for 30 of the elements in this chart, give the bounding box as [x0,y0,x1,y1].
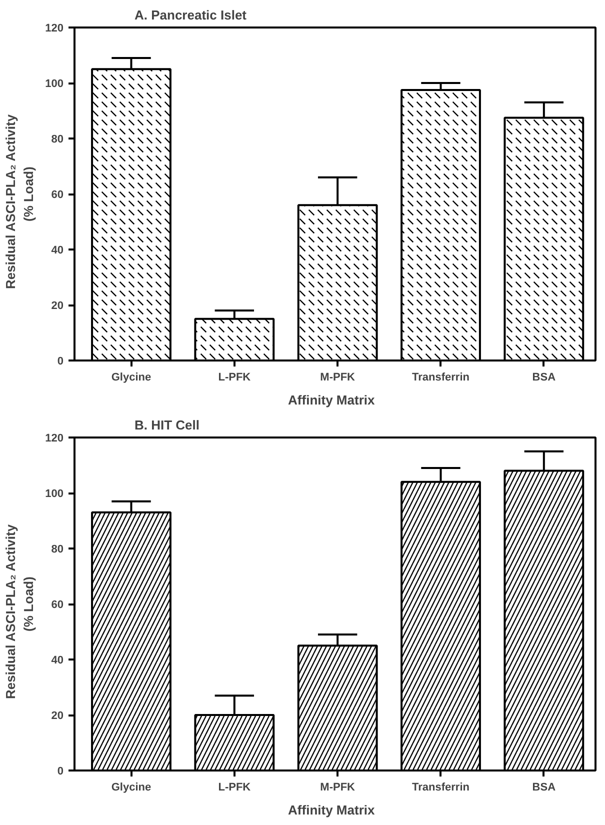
x-tick-label: M-PFK [320,372,356,384]
y-tick-label: 0 [57,356,64,368]
chart-title: B. HIT Cell [134,418,200,432]
x-tick-label: Transferrin [412,782,470,794]
y-tick-label: 60 [51,599,64,611]
y-axis-title: Residual ASCI-PLA₂ Activity (% Load) [3,114,36,289]
x-axis-title: Affinity Matrix [288,392,376,408]
y-tick-label: 40 [51,654,64,666]
y-tick-label: 20 [51,300,64,312]
x-tick-label: Glycine [111,372,152,384]
y-tick-label: 80 [51,134,64,146]
y-tick-label: 100 [45,488,64,500]
y-tick-label: 40 [51,244,64,256]
y-tick-label: 20 [51,710,64,722]
y-axis-title: Residual ASCI-PLA₂ Activity (% Load) [3,524,36,699]
chart-title: A. Pancreatic Islet [134,8,248,22]
y-tick-label: 120 [45,432,64,444]
x-tick-label: BSA [532,782,556,794]
x-tick-label: Glycine [111,782,152,794]
y-tick-label: 100 [45,78,64,90]
x-tick-label: M-PFK [320,782,356,794]
x-tick-label: Transferrin [412,372,470,384]
y-tick-label: 0 [57,766,64,778]
y-tick-label: 60 [51,189,64,201]
y-tick-label: 80 [51,544,64,556]
x-tick-label: L-PFK [218,372,251,384]
x-tick-label: BSA [532,372,556,384]
x-axis-title: Affinity Matrix [288,802,376,818]
x-tick-label: L-PFK [218,782,251,794]
y-tick-label: 120 [45,22,64,34]
